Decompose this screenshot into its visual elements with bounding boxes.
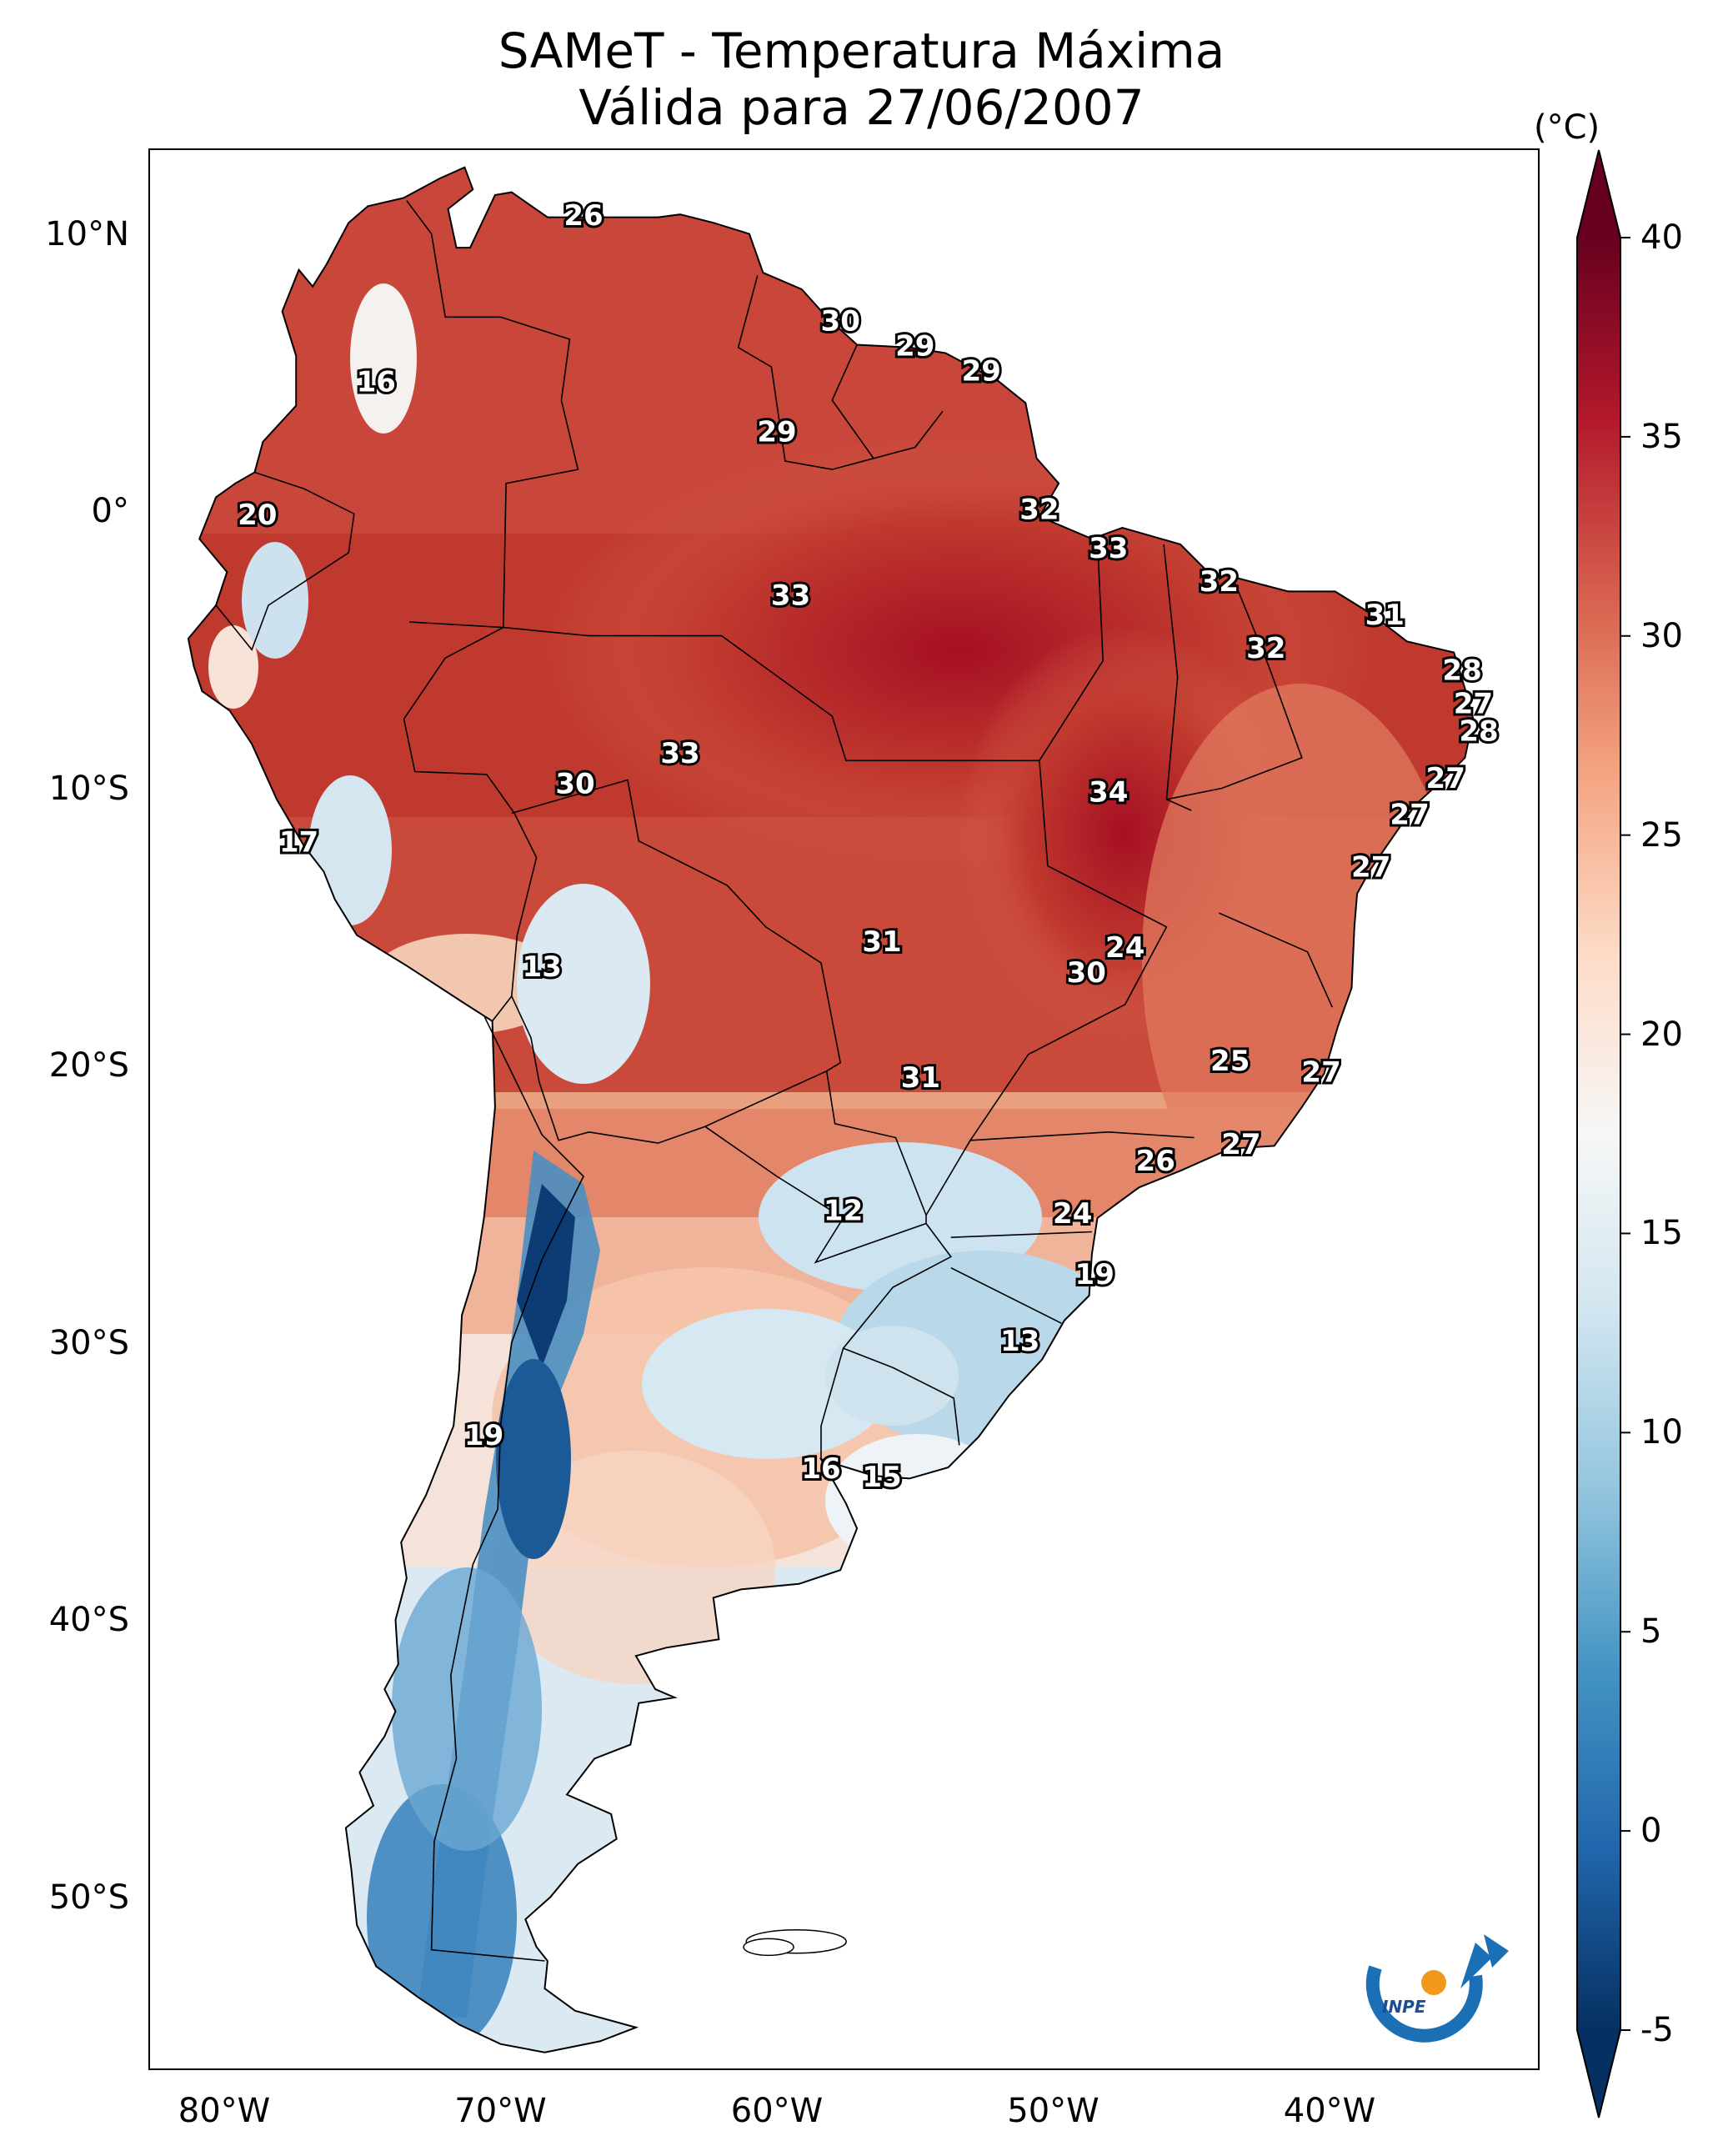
border-line [737,275,874,470]
longitude-label: 80°W [178,2092,271,2130]
station-temperature-label: 26 [1136,1145,1175,1178]
colorbar-tick-label: -5 [1640,2011,1674,2049]
latitude-label: 0° [91,492,129,530]
latitude-label: 50°S [48,1878,129,1917]
station-temperature-label: 31 [862,925,901,959]
colorbar-tick-label: 5 [1640,1612,1662,1652]
station-temperature-label: 32 [1200,565,1239,599]
longitude-label: 40°W [1283,2092,1376,2130]
station-temperature-label: 17 [279,826,318,860]
falkland-islands [743,1928,847,1957]
border-line [403,626,538,1022]
map-frame [148,148,1540,2070]
station-temperature-label: 33 [771,579,810,613]
colorbar-tick-label: 30 [1640,616,1683,655]
map-subtitle: Válida para 27/06/2007 [579,79,1144,136]
station-temperature-label: 27 [1351,850,1390,884]
station-temperature-label: 30 [1067,956,1106,990]
station-temperature-label: 25 [1210,1045,1250,1078]
border-line [430,1015,584,1962]
station-temperature-label: 28 [1459,715,1498,749]
colorbar-tick-label: 0 [1640,1812,1662,1851]
latitude-label: 20°S [48,1046,129,1085]
colorbar [1576,149,1630,2118]
colorbar-tick-label: 25 [1640,815,1683,855]
station-temperature-label: 33 [1089,532,1128,565]
station-temperature-label: 32 [1246,632,1285,665]
station-temperature-label: 31 [1365,599,1405,632]
station-temperature-label: 33 [660,737,699,770]
colorbar-tick-label: 10 [1640,1413,1683,1452]
border-line [950,1231,1092,1238]
station-temperature-label: 15 [862,1461,901,1494]
station-temperature-label: 20 [238,499,277,532]
border-line [1166,577,1303,800]
border-line [820,1347,960,1460]
colorbar-tick-label: 15 [1640,1214,1683,1253]
border-line [842,1223,953,1349]
political-borders [215,200,1334,1962]
latitude-label: 30°S [48,1323,129,1362]
longitude-label: 50°W [1007,2092,1099,2130]
latitude-label: 10°N [45,214,129,253]
border-line [950,1266,1062,1324]
longitude-label: 60°W [730,2092,824,2130]
latitude-label: 40°S [48,1601,129,1639]
station-temperature-label: 27 [1301,1056,1340,1090]
border-line [1039,539,1104,761]
border-line [1219,912,1334,1008]
station-temperature-label: 30 [821,304,860,338]
station-temperature-label: 27 [1221,1128,1260,1161]
latitude-label: 10°S [48,769,129,808]
colorbar-tick-label: 40 [1640,218,1683,257]
border-line [1163,544,1192,811]
border-line [406,200,579,628]
station-temperature-label: 28 [1442,654,1481,687]
station-temperature-label: 19 [464,1419,503,1452]
station-temperature-label: 13 [523,950,562,984]
station-temperature-label: 16 [801,1452,840,1486]
island [743,1938,794,1957]
station-temperature-label: 27 [1426,762,1465,795]
station-temperature-label: 29 [895,329,934,363]
station-temperature-label: 32 [1019,494,1059,527]
colorbar-unit: (°C) [1534,108,1600,147]
logo-text: INPE [1382,1997,1426,2017]
map-title: SAMeT - Temperatura Máxima [498,23,1225,79]
station-temperature-label: 27 [1454,687,1493,720]
inpe-logo [1365,1934,1509,2043]
station-temperature-label: 29 [757,415,796,449]
station-temperature-label: 13 [1000,1325,1039,1358]
border-line [215,471,355,651]
colorbar-tick-label: 20 [1640,1015,1683,1054]
station-temperature-label: 24 [1105,931,1144,965]
longitude-label: 70°W [454,2092,547,2130]
station-temperature-label: 24 [1053,1197,1092,1231]
station-temperature-label: 34 [1089,776,1128,810]
station-temperature-label: 16 [357,366,396,399]
station-temperature-label: 26 [563,199,603,233]
station-temperature-label: 30 [555,768,594,801]
border-line [925,1140,971,1216]
station-temperature-label: 19 [1075,1258,1114,1291]
border-line [831,344,944,459]
border-line [969,865,1195,1141]
border-line [409,621,1049,866]
station-temperature-label: 12 [824,1195,863,1228]
station-temperature-label: 31 [901,1061,940,1095]
station-temperature-label: 27 [1390,798,1429,831]
colorbar-tick-label: 35 [1640,417,1683,456]
station-temperature-label: 29 [962,354,1001,388]
